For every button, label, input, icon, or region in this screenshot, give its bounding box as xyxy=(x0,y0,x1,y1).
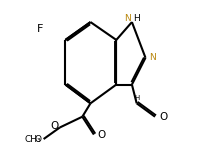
Text: O: O xyxy=(50,121,58,131)
Text: O: O xyxy=(159,112,167,122)
Text: CH₃: CH₃ xyxy=(25,135,41,144)
Text: O: O xyxy=(98,130,106,140)
Text: F: F xyxy=(37,24,43,34)
Text: N: N xyxy=(149,53,156,62)
Text: O: O xyxy=(34,135,41,144)
Text: H: H xyxy=(133,14,140,23)
Text: H: H xyxy=(135,95,140,101)
Text: N: N xyxy=(124,14,131,23)
